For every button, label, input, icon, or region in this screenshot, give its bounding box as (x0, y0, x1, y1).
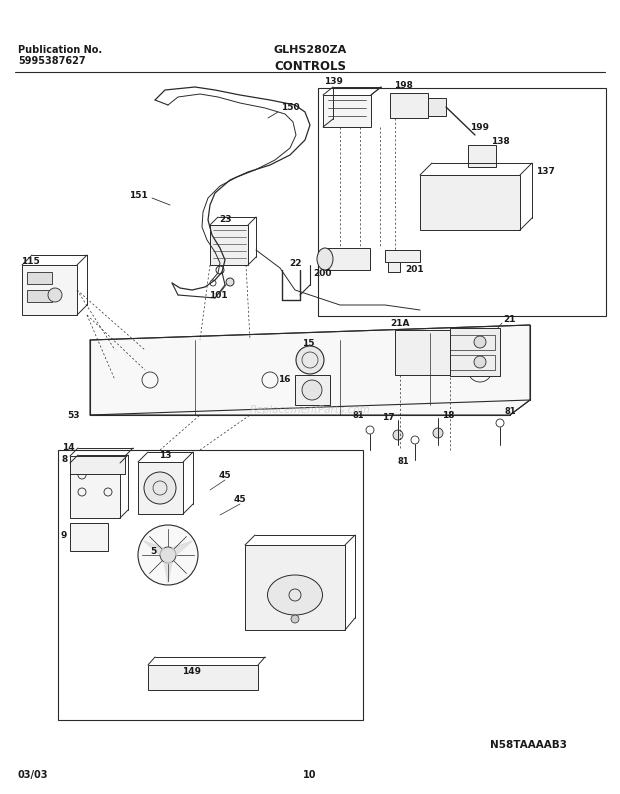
Bar (58, 450, 363, 720)
Text: 8: 8 (62, 456, 68, 464)
Bar (450, 328, 500, 376)
Text: 198: 198 (394, 82, 412, 91)
Ellipse shape (317, 248, 333, 270)
Text: 200: 200 (312, 269, 331, 279)
Circle shape (48, 288, 62, 302)
Text: GLHS280ZA: GLHS280ZA (273, 45, 347, 55)
Text: 81: 81 (504, 407, 516, 417)
Circle shape (291, 615, 299, 623)
Text: 149: 149 (182, 668, 202, 676)
Circle shape (144, 472, 176, 504)
Bar (323, 95, 371, 127)
Bar (70, 456, 125, 474)
Text: 81: 81 (352, 411, 364, 421)
Bar (27, 272, 52, 284)
Polygon shape (172, 541, 192, 555)
Text: 199: 199 (471, 124, 490, 133)
Circle shape (474, 356, 486, 368)
Text: 53: 53 (67, 410, 79, 419)
Circle shape (160, 547, 176, 563)
Bar (468, 145, 496, 167)
Bar (210, 225, 248, 265)
Text: 03/03: 03/03 (18, 770, 48, 780)
Text: 21: 21 (503, 315, 516, 325)
Bar (388, 262, 400, 272)
Bar (428, 98, 446, 116)
Text: 16: 16 (278, 376, 290, 384)
Text: 137: 137 (536, 168, 554, 176)
Bar (148, 665, 258, 690)
Text: 81: 81 (397, 457, 409, 467)
Circle shape (138, 525, 198, 585)
Text: ReplacementParts.com: ReplacementParts.com (250, 405, 370, 415)
Text: 150: 150 (281, 103, 299, 113)
Text: 23: 23 (219, 214, 231, 223)
Text: 151: 151 (128, 191, 148, 199)
Bar (295, 375, 330, 405)
Circle shape (474, 336, 486, 348)
Text: 201: 201 (405, 265, 424, 275)
Bar (245, 545, 345, 630)
Text: 45: 45 (219, 472, 231, 480)
Text: 13: 13 (159, 450, 171, 460)
Text: 22: 22 (289, 259, 301, 268)
Text: CONTROLS: CONTROLS (274, 60, 346, 72)
Text: 139: 139 (324, 78, 342, 87)
Bar (70, 523, 108, 551)
Ellipse shape (267, 575, 322, 615)
Bar (450, 335, 495, 350)
Text: Publication No.: Publication No. (18, 45, 102, 55)
Circle shape (393, 430, 403, 440)
Polygon shape (144, 541, 164, 555)
Bar (390, 93, 428, 118)
Text: 18: 18 (441, 411, 454, 421)
Text: 10: 10 (303, 770, 317, 780)
Text: 17: 17 (382, 414, 394, 422)
Polygon shape (164, 562, 172, 583)
Text: 138: 138 (490, 137, 510, 147)
Text: 14: 14 (61, 444, 74, 453)
Polygon shape (90, 325, 530, 415)
Circle shape (433, 428, 443, 438)
Bar (385, 250, 420, 262)
Text: 9: 9 (61, 530, 67, 539)
Bar (70, 463, 120, 518)
Bar (27, 290, 52, 302)
Circle shape (302, 380, 322, 400)
Text: 5995387627: 5995387627 (18, 56, 86, 66)
Text: 101: 101 (209, 291, 228, 299)
Text: 15: 15 (302, 340, 314, 349)
Bar (325, 248, 370, 270)
Bar (138, 462, 183, 514)
Circle shape (226, 278, 234, 286)
Bar (420, 175, 520, 230)
Text: 21A: 21A (390, 318, 410, 327)
Bar (318, 88, 606, 316)
Bar (450, 355, 495, 370)
Bar (22, 265, 77, 315)
Text: 45: 45 (234, 495, 246, 504)
Text: 5: 5 (150, 546, 156, 556)
Circle shape (296, 346, 324, 374)
Text: 115: 115 (20, 257, 40, 267)
Text: N58TAAAAB3: N58TAAAAB3 (490, 740, 567, 750)
Bar (395, 330, 450, 375)
